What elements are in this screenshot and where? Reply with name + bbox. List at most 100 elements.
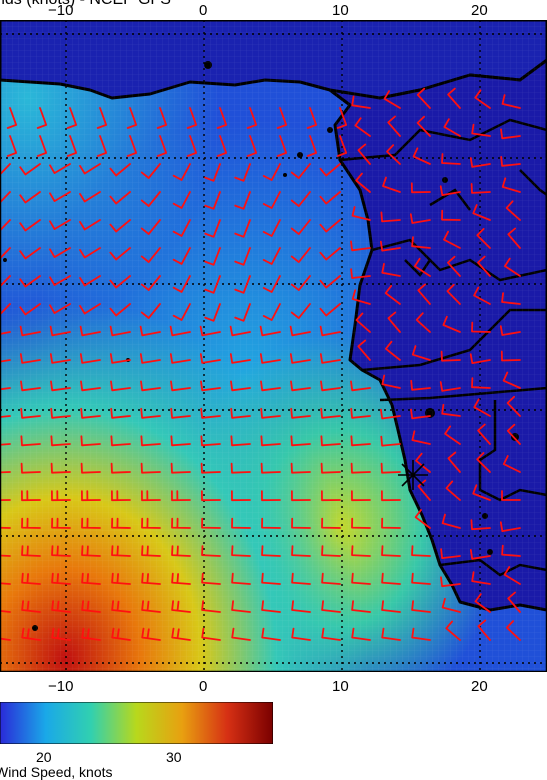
wind-barb-84 [351,206,371,221]
wind-barb-90 [0,247,11,260]
wind-barb-313 [201,572,221,585]
wind-barb-52 [469,157,491,168]
wind-barb-87 [441,209,461,221]
wind-barb-304 [469,549,491,560]
wind-barb-278 [231,517,251,529]
wind-barb-210 [350,407,371,419]
wind-barb-320 [411,572,431,585]
wind-barb-133 [204,303,221,322]
wind-map [0,20,547,672]
wind-barb-158 [415,312,431,333]
wind-barb-241 [200,462,221,474]
wind-barb-208 [290,407,311,419]
wind-barb-9 [276,107,288,129]
wind-barb-0 [6,107,18,129]
wind-barb-82 [290,219,311,235]
wind-barb-224 [230,435,251,447]
wind-barb-179 [500,350,521,362]
wind-barb-109 [19,275,41,288]
wind-barb-77 [140,219,161,235]
wind-barb-33 [443,118,461,137]
wind-barb-287 [499,521,521,532]
wind-barb-219 [80,435,101,447]
wind-barb-21 [96,135,108,157]
wind-barb-62 [234,191,251,210]
wind-barb-233 [506,423,521,445]
wind-barb-175 [385,340,401,361]
wind-barb-243 [260,462,281,474]
wind-barb-104 [411,236,431,249]
wind-barb-15 [447,87,461,109]
wind-barb-28 [306,135,318,157]
wind-barb-11 [336,107,348,129]
wind-barb-93 [79,247,101,259]
wind-barb-192 [350,380,371,392]
wind-barb-297 [261,545,281,557]
wind-barb-339 [441,597,461,613]
wind-barb-159 [442,315,461,333]
wind-barb-140 [417,283,431,305]
wind-barb-221 [140,435,161,447]
wind-barb-127 [19,303,41,316]
wind-barb-178 [469,353,491,364]
wind-barb-204 [170,407,191,419]
wind-barb-5 [156,107,168,129]
wind-barb-63 [262,191,281,209]
location-marker-icon [398,460,428,490]
wind-barb-333 [261,600,281,613]
wind-barb-296 [231,545,251,557]
wind-barb-43 [204,163,221,182]
wind-barb-329 [141,600,161,613]
wind-barb-186 [170,380,191,392]
wind-barb-248 [415,452,431,473]
wind-barb-17 [501,94,521,109]
wind-barb-41 [140,163,161,179]
wind-barb-311 [141,572,161,585]
wind-barb-232 [477,423,491,445]
wind-barb-217 [20,435,41,447]
wind-barb-299 [321,545,341,557]
wind-barb-277 [201,517,221,529]
wind-barb-263 [321,490,341,502]
wind-barb-110 [49,275,71,286]
wind-barb-315 [261,572,281,585]
wind-barb-269 [501,490,521,501]
wind-barb-47 [319,163,341,177]
wind-barb-335 [321,600,341,613]
wind-barb-57 [79,191,101,203]
wind-barb-249 [447,451,461,473]
wind-barb-132 [172,303,191,321]
wind-barb-79 [204,219,221,238]
wind-barb-203 [140,407,161,419]
wind-barb-34 [471,123,491,137]
wind-barb-300 [351,545,371,557]
wind-barb-51 [441,153,461,165]
wind-barb-323 [503,566,521,585]
grid-texture [0,20,547,672]
wind-barb-205 [200,407,221,419]
wind-barb-122 [413,257,431,277]
wind-barb-334 [291,600,311,613]
wind-barb-350 [231,627,251,641]
wind-barb-239 [140,462,161,474]
wind-barb-286 [470,519,491,531]
wind-barb-185 [140,380,161,392]
wind-barb-22 [126,135,138,157]
wind-barb-229 [380,435,401,447]
wind-barb-149 [139,325,161,337]
wind-barb-80 [234,219,251,238]
bottom-lon-tick-20: 20 [471,678,488,695]
wind-barb-25 [216,135,228,157]
wind-barb-106 [476,228,491,249]
wind-barb-209 [320,407,341,419]
wind-barb-71 [501,177,521,193]
wind-barb-285 [441,513,461,529]
wind-barb-165 [79,353,101,364]
wind-barb-211 [380,408,401,420]
wind-barb-155 [319,325,341,337]
wind-barb-161 [499,325,521,336]
wind-barb-66 [355,172,371,193]
wind-barb-308 [51,572,71,585]
wind-barb-352 [291,627,311,641]
wind-barb-136 [290,303,311,319]
